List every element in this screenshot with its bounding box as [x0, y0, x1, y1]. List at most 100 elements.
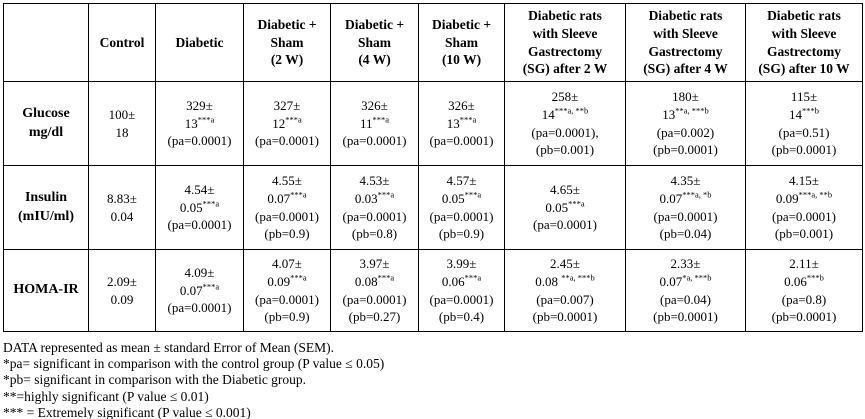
significance-superscript: **a, ***b: [561, 272, 595, 283]
cell-line: 4.65±: [550, 181, 580, 197]
significance-superscript: ***b: [806, 272, 824, 283]
footnotes-block: DATA represented as mean ± standard Erro…: [3, 340, 865, 419]
cell-line: 3.99±: [446, 255, 477, 271]
row-label-glucose: Glucose mg/dl: [3, 81, 89, 166]
cell-line: 0.06***b: [784, 272, 824, 289]
cell-line: 326±: [448, 97, 475, 113]
table-cell: 3.97± 0.08***a (pa=0.0001) (pb=0.27): [330, 249, 419, 332]
cell-line: 0.06***a: [441, 272, 482, 289]
cell-line: (pb=0.8): [351, 226, 398, 242]
table-cell: 115± 14***b (pa=0.51) (pb=0.0001): [745, 81, 863, 166]
table-cell: 4.54± 0.05***a (pa=0.0001): [155, 165, 244, 250]
significance-superscript: ***a: [290, 272, 307, 283]
cell-line: 0.07*a, ***b: [659, 272, 712, 289]
cell-line: (pa=0.0001): [254, 291, 319, 307]
cell-line: (pa=0.0001): [167, 300, 232, 316]
cell-line: 0.08 **a, ***b: [535, 272, 595, 289]
significance-superscript: ***a: [377, 189, 395, 200]
significance-superscript: ***a: [202, 198, 220, 209]
cell-line: 8.83±: [107, 190, 137, 206]
table-cell: 2.09± 0.09: [88, 249, 156, 332]
cell-line: 115±: [790, 88, 818, 104]
cell-line: (pa=0.0001): [254, 133, 319, 149]
cell-line: 3.97±: [359, 255, 390, 271]
cell-line: (pa=0.04): [659, 291, 711, 307]
cell-line: 0.09***a, **b: [775, 189, 833, 206]
cell-line: 4.07±: [272, 255, 302, 271]
table-cell: 8.83± 0.04: [88, 165, 156, 250]
cell-line: (pb=0.9): [264, 226, 310, 242]
column-header-sham-2w: Diabetic + Sham (2 W): [243, 3, 331, 82]
cell-line: 13***a: [446, 114, 477, 131]
significance-superscript: ***a: [202, 281, 220, 292]
cell-line: (pb=0.04): [659, 226, 712, 242]
table-cell: 100± 18: [88, 81, 156, 166]
cell-line: 13**a, ***b: [662, 105, 709, 122]
cell-line: 329±: [186, 97, 213, 113]
cell-line: 4.15±: [789, 172, 819, 188]
significance-superscript: ***a: [372, 114, 390, 125]
significance-superscript: ***a, **b: [554, 105, 589, 116]
significance-superscript: ***a: [464, 189, 482, 200]
cell-line: 0.07***a: [179, 281, 220, 298]
cell-line: (pa=0.8): [781, 291, 827, 307]
significance-superscript: ***a: [290, 189, 307, 200]
cell-line: 14***a, **b: [541, 105, 589, 122]
footnote-pa: *pa= significant in comparison with the …: [3, 356, 385, 372]
cell-line: (pb=0.0001): [771, 142, 837, 158]
cell-line: 13***a: [184, 114, 215, 131]
cell-line: 0.05***a: [545, 198, 585, 215]
cell-line: (pa=0.007): [536, 291, 594, 307]
cell-line: 327±: [273, 97, 301, 113]
cell-line: (pa=0.0001): [429, 208, 494, 224]
cell-line: 0.07***a: [267, 189, 307, 206]
significance-superscript: ***a: [568, 198, 585, 209]
table-cell: 4.07± 0.09***a (pa=0.0001) (pb=0.9): [243, 249, 331, 332]
significance-superscript: ***a: [459, 114, 477, 125]
cell-line: (pb=0.27): [348, 309, 401, 325]
cell-line: (pb=0.0001): [653, 309, 718, 325]
column-header-diabetic: Diabetic: [155, 3, 244, 82]
column-header-sham-4w: Diabetic + Sham (4 W): [330, 3, 419, 82]
table-cell: 4.15± 0.09***a, **b (pa=0.0001) (pb=0.001): [745, 165, 863, 250]
cell-line: (pb=0.001): [774, 226, 834, 242]
cell-line: 2.11±: [789, 255, 819, 271]
table-row-insulin: Insulin (mIU/ml) 8.83± 0.04 4.54± 0.05***a…: [3, 165, 863, 250]
cell-line: 14***b: [789, 105, 819, 122]
cell-line: (pb=0.0001): [771, 309, 837, 325]
cell-line: (pa=0.002): [656, 124, 715, 140]
table-cell: 2.33± 0.07*a, ***b (pa=0.04) (pb=0.0001): [625, 249, 746, 332]
table-cell: 4.65± 0.05***a (pa=0.0001): [504, 165, 626, 250]
table-cell: 4.35± 0.07***a, *b (pa=0.0001) (pb=0.04): [625, 165, 746, 250]
cell-line: 0.08***a: [354, 272, 395, 289]
column-header-control: Control: [88, 3, 156, 82]
significance-superscript: ***a, **b: [798, 189, 833, 200]
cell-line: 18: [115, 124, 129, 140]
cell-line: (pa=0.0001): [653, 208, 718, 224]
cell-line: 180±: [672, 88, 699, 104]
cell-line: 4.55±: [272, 172, 302, 188]
cell-line: 0.05***a: [179, 198, 220, 215]
cell-line: (pa=0.0001): [532, 217, 597, 233]
table-cell: 326± 13***a (pa=0.0001): [418, 81, 505, 166]
cell-line: 0.09: [110, 291, 134, 307]
footnote-sem: DATA represented as mean ± standard Erro…: [3, 340, 334, 355]
cell-line: 11***a: [359, 114, 390, 131]
table-cell: 4.09± 0.07***a (pa=0.0001): [155, 249, 244, 332]
cell-line: (pa=0.0001),: [531, 124, 599, 140]
cell-line: 2.09±: [107, 273, 137, 289]
row-label-homa-ir: HOMA-IR: [3, 249, 89, 332]
cell-line: 4.35±: [670, 172, 701, 188]
table-cell: 327± 12***a (pa=0.0001): [243, 81, 331, 166]
cell-line: (pb=0.9): [264, 309, 310, 325]
table-cell: 2.45± 0.08 **a, ***b (pa=0.007) (pb=0.0001): [504, 249, 626, 332]
cell-line: 2.45±: [550, 255, 580, 271]
results-table: Control Diabetic Diabetic + Sham (2 W) D…: [3, 3, 863, 332]
table-cell: 180± 13**a, ***b (pa=0.002) (pb=0.0001): [625, 81, 746, 166]
cell-line: 4.09±: [184, 264, 215, 280]
table-cell: 4.57± 0.05***a (pa=0.0001) (pb=0.9): [418, 165, 505, 250]
cell-line: (pb=0.0001): [653, 142, 718, 158]
footnote-pb: *pb= significant in comparison with the …: [3, 372, 307, 388]
cell-line: (pa=0.0001): [167, 217, 232, 233]
